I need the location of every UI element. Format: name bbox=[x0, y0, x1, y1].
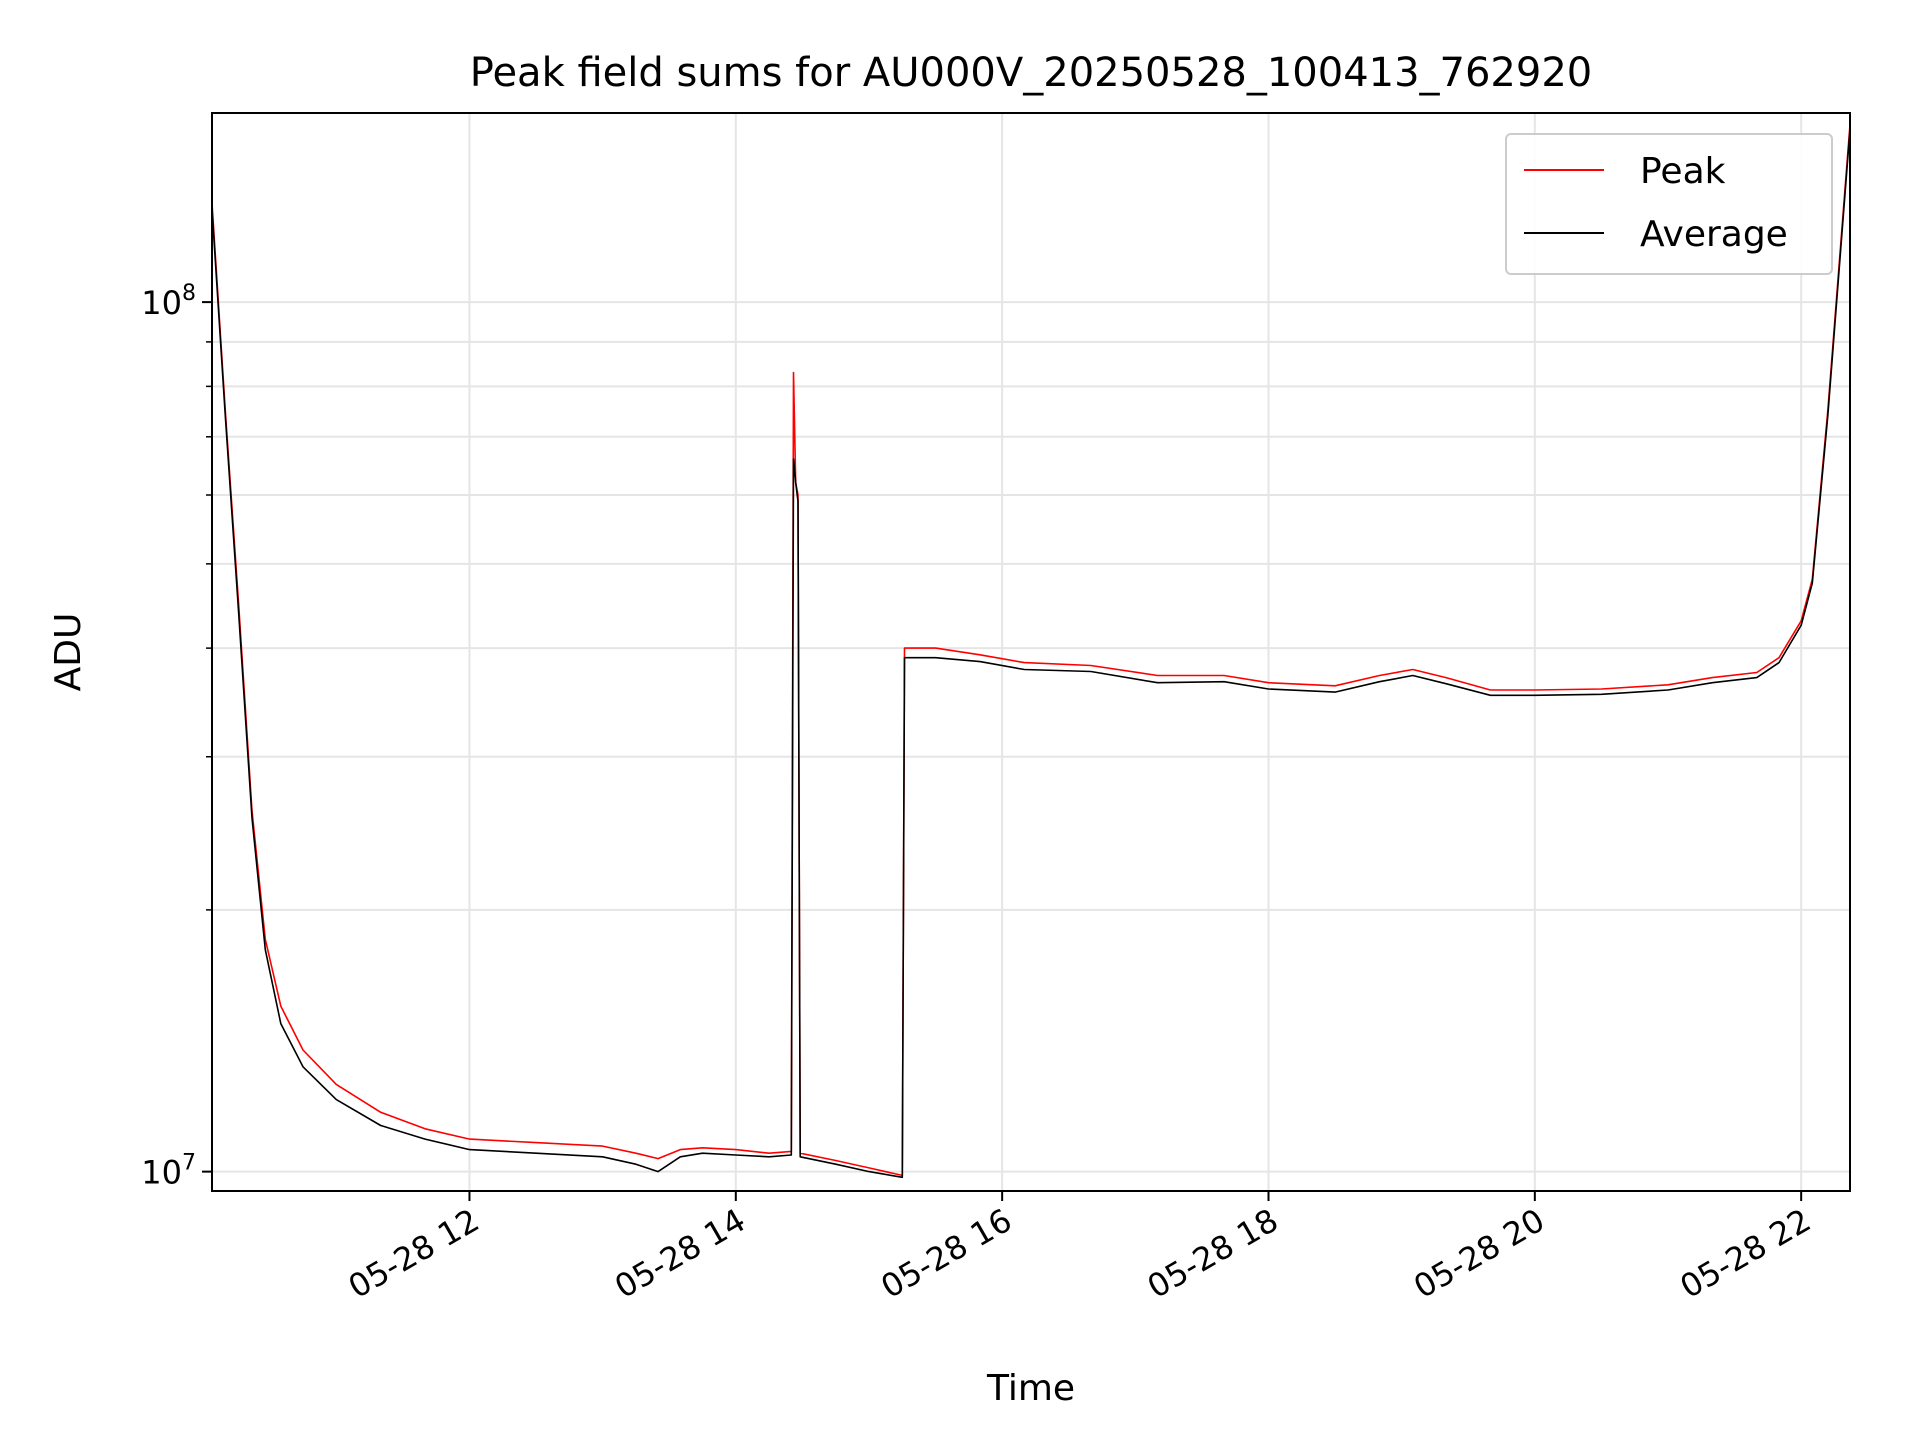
series-layer bbox=[211, 124, 1851, 1179]
x-axis-label: Time bbox=[986, 1368, 1075, 1409]
series-line-average bbox=[211, 129, 1851, 1179]
legend-label-average: Average bbox=[1640, 214, 1788, 255]
series-line-peak bbox=[211, 124, 1851, 1177]
y-axis: 107 108 bbox=[141, 281, 212, 1192]
y-tick-label: 107 bbox=[141, 1151, 196, 1192]
chart-title: Peak field sums for AU000V_20250528_1004… bbox=[470, 50, 1592, 96]
grid bbox=[212, 113, 1850, 1191]
y-axis-label: ADU bbox=[48, 613, 89, 692]
legend: Peak Average bbox=[1505, 133, 1833, 275]
plot-frame bbox=[211, 112, 1851, 1192]
y-tick-label: 108 bbox=[141, 281, 196, 322]
legend-label-peak: Peak bbox=[1640, 151, 1726, 192]
